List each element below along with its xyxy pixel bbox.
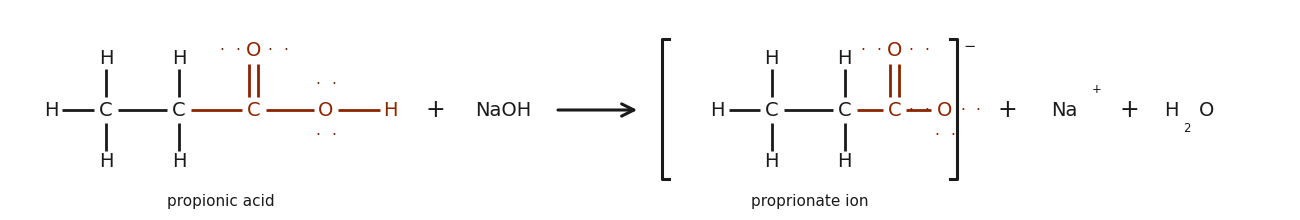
Text: ·: ·: [976, 103, 980, 117]
Text: O: O: [318, 101, 333, 119]
Text: Na: Na: [1052, 101, 1078, 119]
Text: H: H: [172, 152, 186, 171]
Text: $^{-}$: $^{-}$: [963, 43, 976, 63]
Text: ·: ·: [950, 128, 954, 143]
Text: ·: ·: [924, 103, 928, 117]
Text: C: C: [99, 101, 113, 119]
Text: O: O: [937, 101, 952, 119]
Text: +: +: [1119, 98, 1139, 122]
Text: H: H: [837, 152, 852, 171]
Text: $\mathregular{^+}$: $\mathregular{^+}$: [1089, 83, 1102, 101]
Text: ·: ·: [235, 43, 240, 58]
Text: H: H: [1164, 101, 1178, 119]
Text: O: O: [887, 41, 902, 60]
Text: ·: ·: [332, 77, 337, 92]
Text: H: H: [837, 49, 852, 68]
Text: H: H: [764, 152, 779, 171]
Text: C: C: [764, 101, 779, 119]
Text: +: +: [425, 98, 446, 122]
Text: H: H: [44, 101, 58, 119]
Text: +: +: [997, 98, 1017, 122]
Text: ·: ·: [907, 103, 913, 117]
Text: ·: ·: [861, 43, 864, 58]
Text: proprionate ion: proprionate ion: [751, 194, 868, 209]
Text: C: C: [837, 101, 852, 119]
Text: $\mathregular{_2}$: $\mathregular{_2}$: [1183, 117, 1191, 135]
Text: ·: ·: [220, 43, 225, 58]
Text: H: H: [711, 101, 725, 119]
Text: propionic acid: propionic acid: [168, 194, 274, 209]
Text: H: H: [99, 49, 113, 68]
Text: H: H: [172, 49, 186, 68]
Text: C: C: [172, 101, 186, 119]
Text: ·: ·: [316, 128, 320, 143]
Text: C: C: [247, 101, 261, 119]
Text: ·: ·: [876, 43, 881, 58]
Text: ·: ·: [907, 43, 913, 58]
Text: ·: ·: [268, 43, 272, 58]
Text: ·: ·: [924, 43, 928, 58]
Text: C: C: [888, 101, 901, 119]
Text: ·: ·: [933, 128, 939, 143]
Text: O: O: [1199, 101, 1214, 119]
Text: H: H: [99, 152, 113, 171]
Text: ·: ·: [959, 103, 965, 117]
Text: H: H: [384, 101, 398, 119]
Text: ·: ·: [283, 43, 289, 58]
Text: H: H: [764, 49, 779, 68]
Text: ·: ·: [316, 77, 320, 92]
Text: ·: ·: [332, 128, 337, 143]
Text: O: O: [246, 41, 261, 60]
Text: NaOH: NaOH: [476, 101, 532, 119]
